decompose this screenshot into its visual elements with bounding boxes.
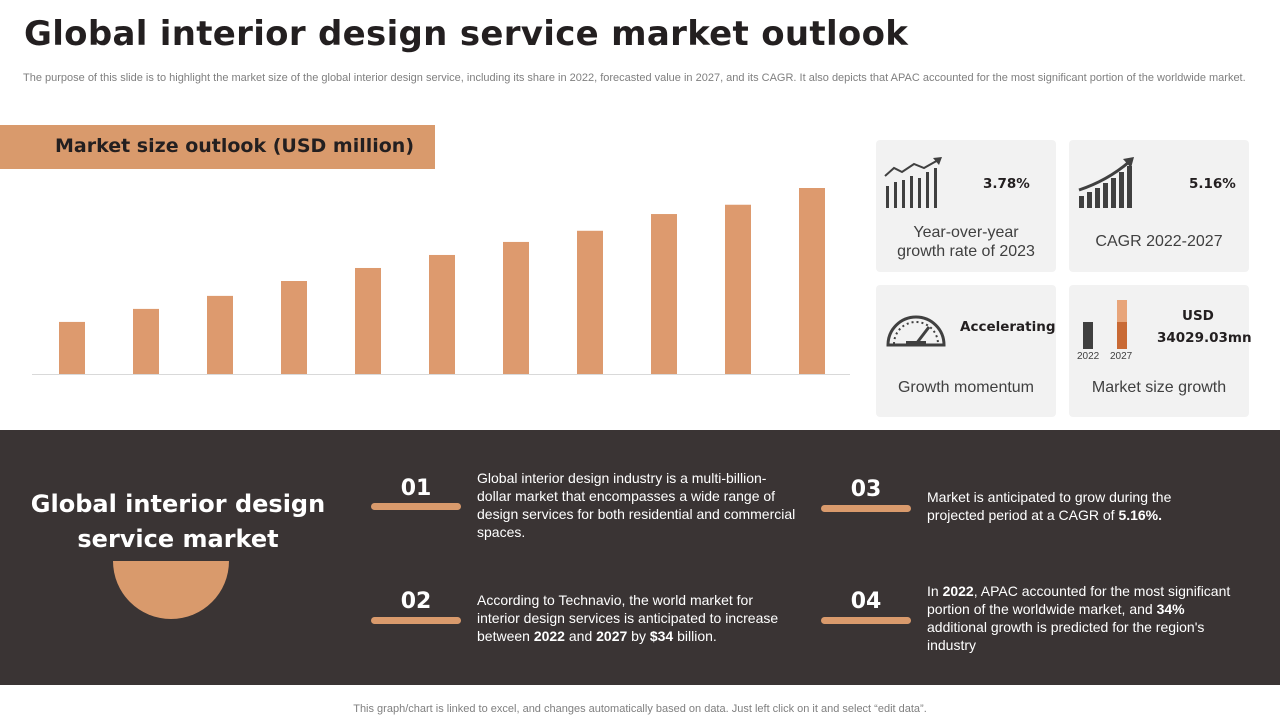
item-text-03: Market is anticipated to grow during the… [927,489,1172,523]
bar-3 [207,295,233,374]
growth-momentum-card: Accelerating Growth momentum [876,285,1056,417]
item-text-02: According to Technavio, the world market… [477,592,779,644]
bar-growth-icon [1078,157,1134,208]
year-2022-label: 2022 [1077,351,1100,362]
speedometer-icon [886,315,946,347]
yoy-growth-label: Year-over-year growth rate of 2023 [897,224,1035,260]
item-text-01: Global interior design industry is a mul… [477,470,796,540]
chart-title: Market size outlook (USD million) [55,135,415,157]
summary-section: Global interior design service market 01… [0,430,1280,685]
item-underline-02 [371,617,461,624]
market-size-growth-card: 2022 2027 USD 34029.03mn Market size gro… [1069,285,1252,417]
cagr-card: 5.16% CAGR 2022-2027 [1069,140,1249,272]
page-subtitle: The purpose of this slide is to highligh… [23,72,1246,84]
stacked-bar-icon [1083,300,1127,349]
decorative-semicircle [113,561,229,619]
item-text-04: In 2022, APAC accounted for the most sig… [927,583,1231,653]
item-number-02: 02 [400,589,432,614]
chart-banner: Market size outlook (USD million) [0,125,435,169]
item-underline-03 [821,505,911,512]
bar-8 [577,230,603,374]
yoy-growth-card: 3.78% Year-over-year growth rate of 2023 [876,140,1056,272]
line-growth-icon [884,157,942,208]
bar-9 [651,214,677,374]
page-title: Global interior design service market ou… [24,14,909,54]
market-size-bar-chart [32,188,850,375]
item-underline-04 [821,617,911,624]
summary-title: Global interior design service market [30,490,326,553]
bar-7 [503,241,529,374]
bar-5 [355,267,381,374]
item-underline-01 [371,503,461,510]
item-number-03: 03 [850,477,882,502]
bar-6 [429,254,455,374]
bar-1 [59,321,85,374]
market-size-value: 34029.03mn [1157,330,1252,346]
cagr-value: 5.16% [1189,176,1236,192]
yoy-growth-value: 3.78% [983,176,1030,192]
year-2027-label: 2027 [1110,351,1133,362]
market-size-growth-label: Market size growth [1091,379,1227,396]
growth-momentum-label: Growth momentum [897,379,1035,396]
market-size-currency: USD [1182,308,1214,324]
item-number-04: 04 [850,589,882,614]
bar-2 [133,308,159,374]
cagr-label: CAGR 2022-2027 [1095,233,1223,250]
footer-note: This graph/chart is linked to excel, and… [353,703,927,715]
bar-11 [799,188,825,374]
bar-10 [725,204,751,374]
bar-4 [281,281,307,374]
growth-momentum-value: Accelerating [960,319,1056,335]
item-number-01: 01 [400,476,432,501]
